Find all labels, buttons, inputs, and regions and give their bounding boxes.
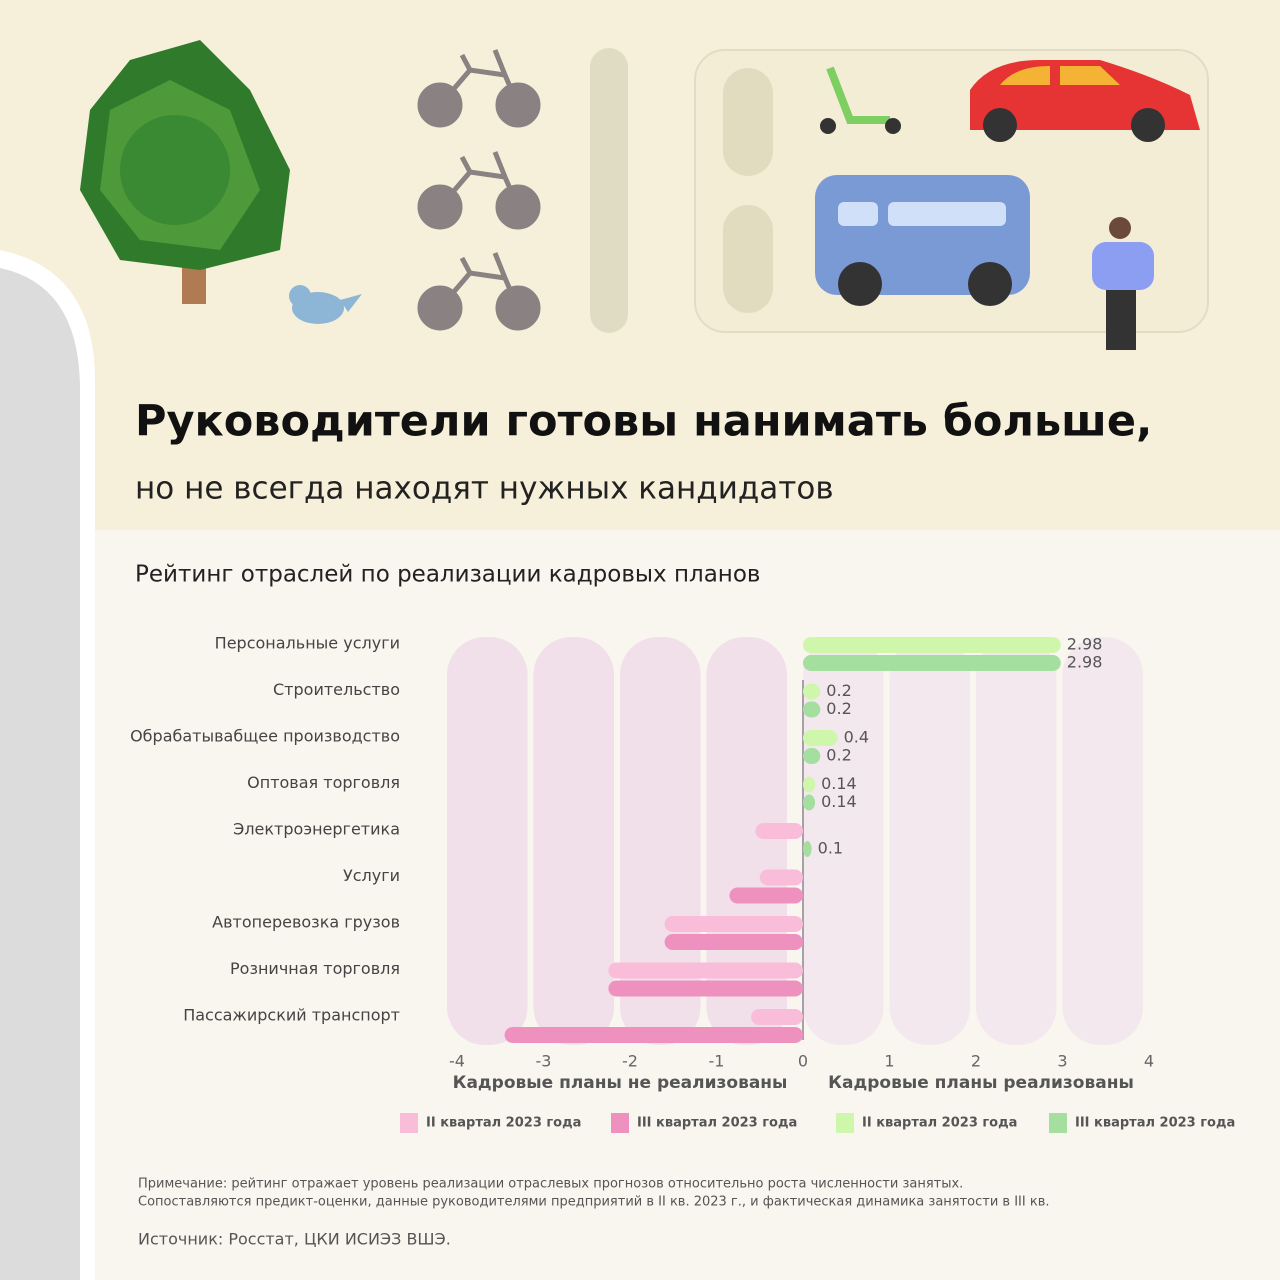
x-axis-label: Кадровые планы не реализованы (453, 1073, 788, 1093)
bus (815, 175, 1030, 306)
plot: -4 -3 -2 -1 0 1 2 3 4 Кадровые планы не реализова… (130, 634, 1235, 1133)
band (976, 637, 1057, 1045)
bar (759, 869, 803, 886)
bar (608, 962, 803, 979)
x-tick-label: 1 (884, 1052, 894, 1071)
band (889, 637, 970, 1045)
x-tick-label: 4 (1144, 1052, 1154, 1071)
legend-label: II квартал 2023 года (426, 1116, 581, 1131)
legend-swatch (400, 1113, 418, 1133)
legend-swatch (611, 1113, 629, 1133)
x-tick-label: -4 (449, 1052, 465, 1071)
x-tick-label: 3 (1057, 1052, 1067, 1071)
value-label: 0.2 (826, 681, 851, 700)
parking-slot (723, 205, 773, 313)
x-tick-label: -3 (536, 1052, 552, 1071)
bar (608, 980, 803, 997)
x-tick-label: -1 (709, 1052, 725, 1071)
note: Сопоставляются предикт-оценки, данные ру… (138, 1195, 1050, 1210)
x-axis-label: Кадровые планы реализованы (828, 1073, 1134, 1093)
person (1092, 217, 1154, 350)
category-label: Строительство (273, 680, 400, 699)
legend-label: III квартал 2023 года (1075, 1116, 1235, 1131)
legend-swatch (1049, 1113, 1067, 1133)
x-tick-label: 2 (971, 1052, 981, 1071)
bar (803, 701, 821, 718)
x-tick-label: 0 (798, 1052, 808, 1071)
category-label: Обрабатывабщее производство (130, 727, 400, 746)
band (447, 637, 528, 1045)
bar (664, 916, 803, 932)
bar (751, 1009, 803, 1025)
bar (803, 637, 1061, 653)
value-label: 0.14 (821, 774, 857, 793)
value-label: 0.1 (818, 839, 843, 858)
bar (803, 841, 812, 857)
road (0, 268, 80, 1280)
category-label: Услуги (343, 866, 400, 885)
legend-swatch (836, 1113, 854, 1133)
category-label: Пассажирский транспорт (183, 1006, 400, 1025)
value-label: 0.4 (844, 728, 869, 747)
bar (803, 683, 821, 700)
tree (80, 40, 290, 304)
bar (729, 887, 803, 904)
value-label: 2.98 (1067, 635, 1103, 654)
category-label: Оптовая торговля (247, 773, 400, 792)
title: Руководители готовы нанимать больше, (135, 397, 1152, 447)
bar (504, 1027, 803, 1043)
source: Источник: Росстат, ЦКИ ИСИЭЗ ВШЭ. (138, 1230, 451, 1249)
bird (289, 285, 362, 324)
band (1062, 637, 1143, 1045)
bar (803, 794, 816, 811)
x-tick-label: -2 (622, 1052, 638, 1071)
bar (803, 730, 838, 746)
chart-title: Рейтинг отраслей по реализации кадровых … (135, 562, 760, 588)
subtitle: но не всегда находят нужных кандидатов (135, 471, 834, 507)
category-label: Розничная торговля (230, 959, 400, 978)
bicycles (417, 49, 541, 331)
scooter (820, 66, 901, 134)
legend-label: II квартал 2023 года (862, 1116, 1017, 1131)
value-label: 0.2 (826, 746, 851, 765)
bar (803, 776, 816, 793)
legend-label: III квартал 2023 года (637, 1116, 797, 1131)
bar (803, 748, 821, 764)
car (970, 60, 1200, 142)
note: Примечание: рейтинг отражает уровень реа… (138, 1177, 963, 1192)
value-label: 0.14 (821, 792, 857, 811)
bar (664, 934, 803, 950)
divider (590, 48, 628, 333)
category-label: Персональные услуги (215, 634, 400, 653)
parking-slot (723, 68, 773, 176)
band (533, 637, 614, 1045)
bar (803, 655, 1061, 671)
bar (755, 823, 803, 839)
category-label: Электроэнергетика (233, 820, 400, 839)
value-label: 2.98 (1067, 653, 1103, 672)
category-label: Автоперевозка грузов (212, 913, 400, 932)
value-label: 0.2 (826, 699, 851, 718)
